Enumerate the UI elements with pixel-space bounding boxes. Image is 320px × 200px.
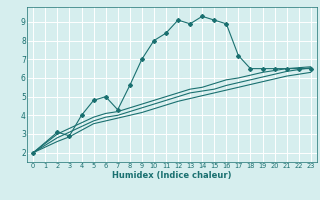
X-axis label: Humidex (Indice chaleur): Humidex (Indice chaleur) [112, 171, 232, 180]
